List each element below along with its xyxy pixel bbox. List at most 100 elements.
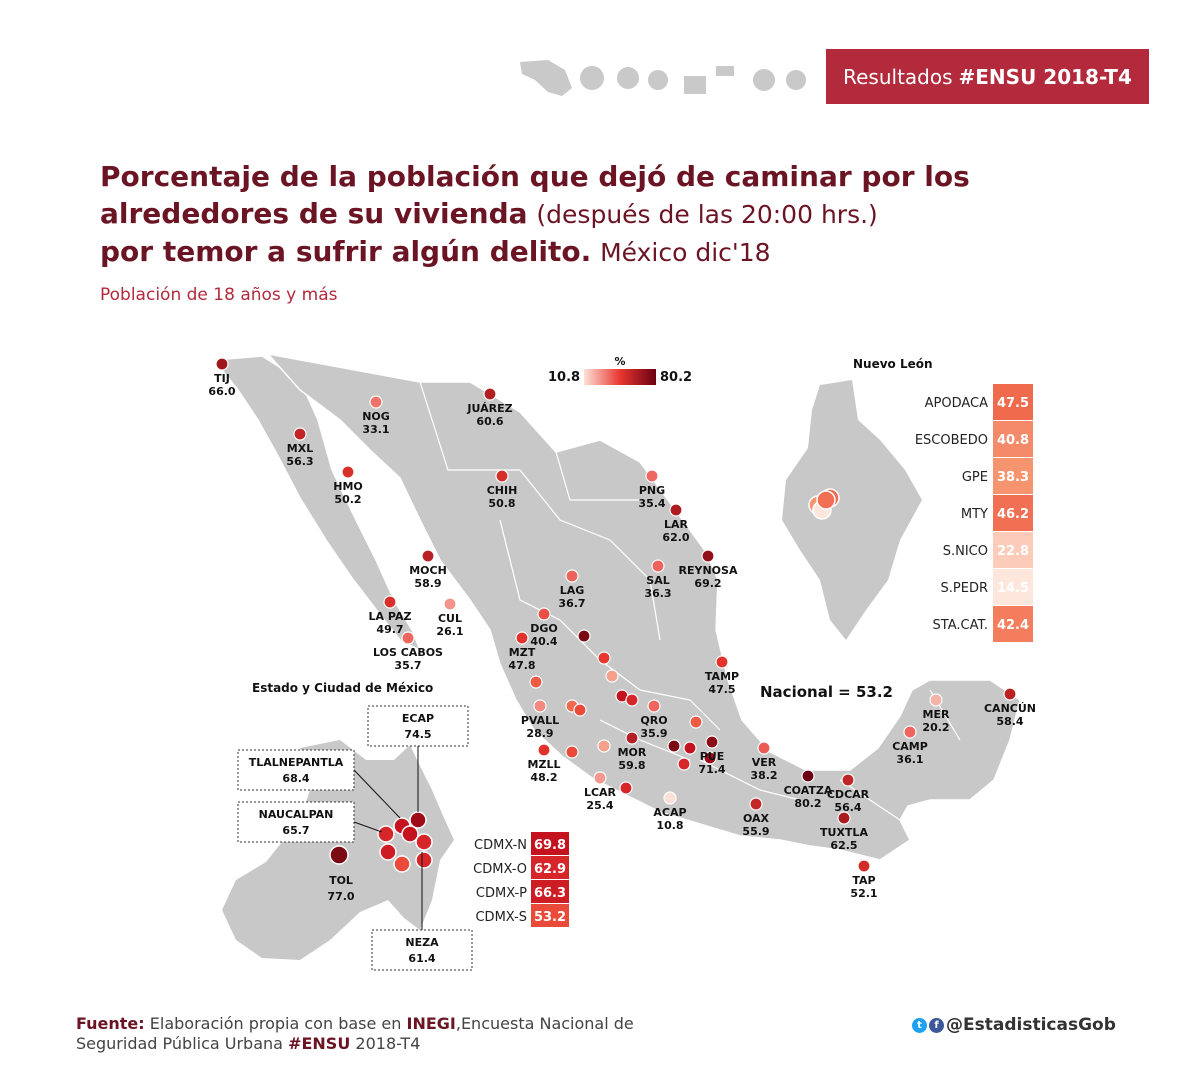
title-line3-bold: por temor a sufrir algún delito. bbox=[100, 235, 592, 268]
city-value: 10.8 bbox=[656, 819, 683, 832]
nl-row: STA.CAT. 42.4 bbox=[933, 606, 1033, 642]
city-marker bbox=[677, 757, 691, 771]
cdmx-row-swatch bbox=[531, 904, 569, 927]
city-name: CANCÚN bbox=[984, 702, 1036, 715]
cdmx-row-name: CDMX-N bbox=[474, 838, 527, 853]
nl-row: GPE 38.3 bbox=[962, 458, 1033, 494]
mexico-silhouette-icon bbox=[520, 60, 572, 96]
city-value: 38.2 bbox=[750, 769, 777, 782]
baja-california-land bbox=[212, 355, 422, 652]
city-value: 58.4 bbox=[996, 715, 1023, 728]
nl-row-name: APODACA bbox=[925, 396, 988, 411]
badge-prefix: Resultados bbox=[843, 64, 953, 89]
edomex-title: Estado y Ciudad de México bbox=[252, 681, 433, 695]
source-text1: Elaboración propia con base en bbox=[149, 1014, 402, 1033]
cdmx-row-swatch bbox=[531, 832, 569, 855]
nl-row-swatch bbox=[993, 384, 1033, 420]
page-subtitle: Población de 18 años y más bbox=[100, 285, 338, 305]
city-name: CHIH bbox=[487, 484, 518, 497]
city-value: 66.0 bbox=[208, 385, 235, 398]
twitter-icon[interactable]: t bbox=[912, 1017, 927, 1033]
cdmx-row-name: CDMX-P bbox=[476, 886, 527, 901]
social-handle[interactable]: t f @EstadisticasGob bbox=[912, 1015, 1116, 1035]
source-text3: 2018-T4 bbox=[355, 1034, 421, 1053]
city-value: 69.2 bbox=[694, 577, 721, 590]
social-handle-text: @EstadisticasGob bbox=[946, 1015, 1116, 1035]
city-name: CUL bbox=[438, 612, 462, 625]
city-marker bbox=[903, 725, 917, 739]
header-icons bbox=[520, 60, 806, 96]
city-marker bbox=[529, 675, 543, 689]
page-title: Porcentaje de la población que dejó de c… bbox=[100, 158, 1100, 271]
city-marker bbox=[619, 781, 633, 795]
city-name: HMO bbox=[333, 480, 363, 493]
city-value: 62.5 bbox=[830, 839, 857, 852]
nl-row-name: STA.CAT. bbox=[933, 618, 988, 633]
city-value: 56.4 bbox=[834, 801, 861, 814]
city-name: DGO bbox=[530, 622, 558, 635]
city-value: 56.3 bbox=[286, 455, 313, 468]
city-marker bbox=[537, 607, 551, 621]
city-marker bbox=[667, 739, 681, 753]
nl-row: S.PEDR 14.5 bbox=[941, 569, 1033, 605]
source-footer: Fuente: Elaboración propia con base en I… bbox=[76, 1014, 716, 1054]
source-inegi: INEGI bbox=[406, 1014, 456, 1033]
city-name: NOG bbox=[362, 410, 390, 423]
cdmx-row-name: CDMX-S bbox=[475, 910, 527, 925]
source-ensu: #ENSU bbox=[288, 1034, 351, 1053]
nuevo-leon-table: APODACA 47.5 ESCOBEDO 40.8 GPE 38.3 MTY 46.2 S.N… bbox=[915, 384, 1033, 642]
edomex-inset: Estado y Ciudad de México ECAP 74.5 TLAL… bbox=[222, 681, 569, 971]
city-marker bbox=[495, 469, 509, 483]
nl-row-swatch bbox=[993, 569, 1033, 605]
nl-row-swatch bbox=[993, 606, 1033, 642]
legend-title: % bbox=[614, 355, 625, 368]
city-name: COATZA bbox=[784, 784, 833, 797]
city-marker bbox=[625, 693, 639, 707]
city-marker bbox=[443, 597, 457, 611]
city-value: 49.7 bbox=[376, 623, 403, 636]
cdmx-row: CDMX-S 53.2 bbox=[475, 904, 569, 927]
cdmx-row-value: 69.8 bbox=[534, 838, 566, 853]
city-value: 35.9 bbox=[640, 727, 667, 740]
facebook-icon[interactable]: f bbox=[929, 1017, 944, 1033]
city-marker bbox=[857, 859, 871, 873]
city-marker bbox=[801, 769, 815, 783]
cdmx-row-name: CDMX-O bbox=[473, 862, 527, 877]
thief-icon bbox=[580, 66, 604, 90]
nl-row-value: 14.5 bbox=[997, 581, 1029, 596]
city-value: 59.8 bbox=[618, 759, 645, 772]
city-name: MER bbox=[923, 708, 950, 721]
city-value: 58.9 bbox=[414, 577, 441, 590]
color-legend: % 10.8 80.2 bbox=[548, 355, 692, 385]
city-marker bbox=[929, 693, 943, 707]
city-name: LCAR bbox=[584, 786, 617, 799]
nl-row-value: 38.3 bbox=[997, 470, 1029, 485]
runner-icon bbox=[786, 70, 806, 90]
callout-tlalnepantla-name: TLALNEPANTLA bbox=[249, 756, 344, 769]
city-name: LA PAZ bbox=[369, 610, 412, 623]
city-value: 60.6 bbox=[476, 415, 503, 428]
city-marker bbox=[701, 549, 715, 563]
title-line2-bold: alrededores de su vivienda bbox=[100, 197, 528, 230]
city-value: 48.2 bbox=[530, 771, 557, 784]
city-marker bbox=[369, 395, 383, 409]
source-label: Fuente: bbox=[76, 1014, 145, 1033]
city-marker bbox=[605, 669, 619, 683]
city-value: 36.3 bbox=[644, 587, 671, 600]
city-marker bbox=[577, 629, 591, 643]
callout-ecap: ECAP 74.5 bbox=[367, 705, 469, 812]
